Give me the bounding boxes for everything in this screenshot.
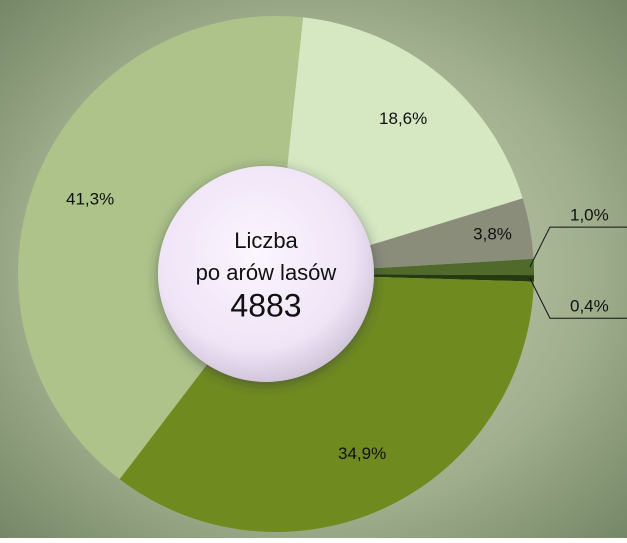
- slice: [17, 16, 303, 480]
- data-label: 34,9%: [338, 444, 386, 463]
- data-label: 0,4%: [570, 297, 609, 316]
- leader-line: [529, 226, 627, 268]
- data-label: 3,8%: [473, 225, 512, 244]
- center-text: Liczba: [234, 228, 298, 253]
- data-label: 41,3%: [66, 190, 114, 209]
- data-label: 18,6%: [379, 109, 427, 128]
- leader-line: [529, 278, 627, 319]
- center-text: po arów lasów: [196, 260, 337, 285]
- data-label: 1,0%: [570, 206, 609, 225]
- hub: [158, 166, 374, 382]
- center-value: 4883: [230, 287, 301, 323]
- slice: [119, 274, 534, 532]
